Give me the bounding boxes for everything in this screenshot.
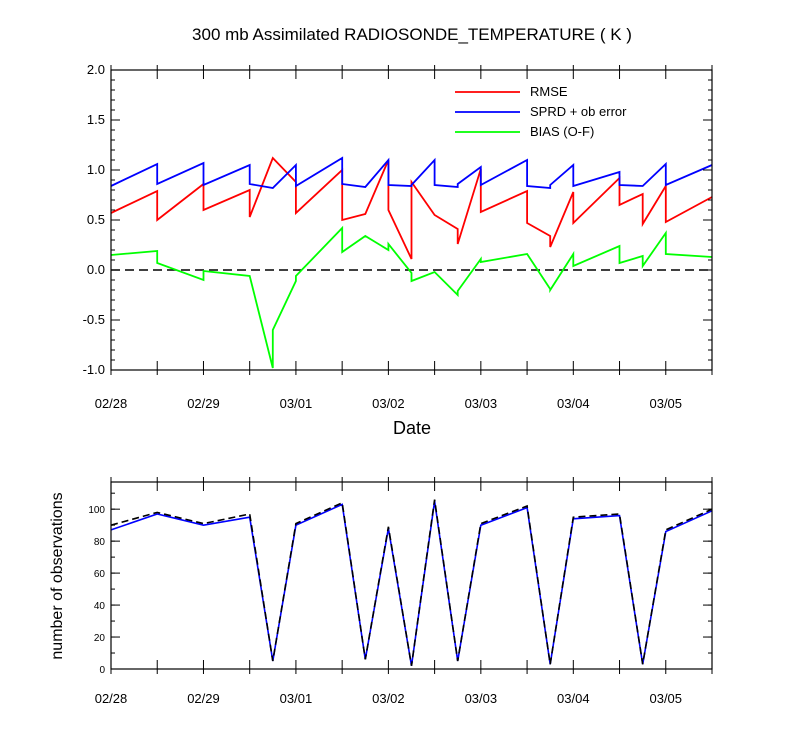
series-line-bias-o-f: [110, 225, 713, 369]
series-line-rmse: [110, 156, 713, 260]
x-tick-label: 02/29: [187, 691, 220, 706]
x-tick-label: 02/28: [95, 396, 128, 411]
y-tick-label: 100: [88, 505, 105, 516]
chart-title: 300 mb Assimilated RADIOSONDE_TEMPERATUR…: [192, 25, 632, 44]
x-tick-label: 03/02: [372, 396, 405, 411]
y-tick-label: 0.0: [87, 262, 105, 277]
x-tick-label: 02/29: [187, 396, 220, 411]
y-tick-label: -0.5: [83, 312, 105, 327]
top-panel: 2.0 1.5 1.0 0.5 0.0 -0.5 -1.0 02/28 02/29 03/01 03…: [83, 62, 713, 411]
series-line-observations-possible: [110, 499, 713, 666]
x-tick-label: 03/01: [280, 396, 313, 411]
y-tick-label: 0.5: [87, 212, 105, 227]
x-tick-label: 03/04: [557, 691, 590, 706]
x-tick-label: 03/01: [280, 691, 313, 706]
legend: RMSE SPRD + ob error BIAS (O-F): [455, 84, 627, 139]
y-tick-label: 2.0: [87, 62, 105, 77]
x-tick-label: 03/03: [465, 396, 498, 411]
bottom-panel: 100 80 60 40 20 0 02/28 02/29 03/01 03/02 03/03 03/…: [88, 477, 713, 706]
x-axis-label: Date: [393, 418, 431, 438]
plot-frame: [110, 481, 713, 670]
legend-label-rmse: RMSE: [530, 84, 568, 99]
y-tick-label: 60: [94, 569, 106, 580]
legend-label-bias-o-f: BIAS (O-F): [530, 124, 594, 139]
y-tick-label: -1.0: [83, 362, 105, 377]
x-tick-label: 02/28: [95, 691, 128, 706]
y-tick-label: 1.0: [87, 162, 105, 177]
y-tick-label: 1.5: [87, 112, 105, 127]
y-tick-label: 0: [99, 665, 105, 676]
x-tick-label: 03/05: [649, 691, 682, 706]
x-tick-label: 03/04: [557, 396, 590, 411]
series-line-observations-used: [110, 501, 713, 666]
x-tick-label: 03/05: [649, 396, 682, 411]
legend-label-sprd-ob-error: SPRD + ob error: [530, 104, 627, 119]
y-tick-label: 40: [94, 601, 106, 612]
y-tick-label: 20: [94, 633, 106, 644]
x-tick-label: 03/02: [372, 691, 405, 706]
y-tick-label: 80: [94, 537, 106, 548]
y-axis-label-observations: number of observations: [49, 492, 66, 659]
x-tick-label: 03/03: [465, 691, 498, 706]
series-line-sprd-ob-error: [110, 156, 713, 189]
